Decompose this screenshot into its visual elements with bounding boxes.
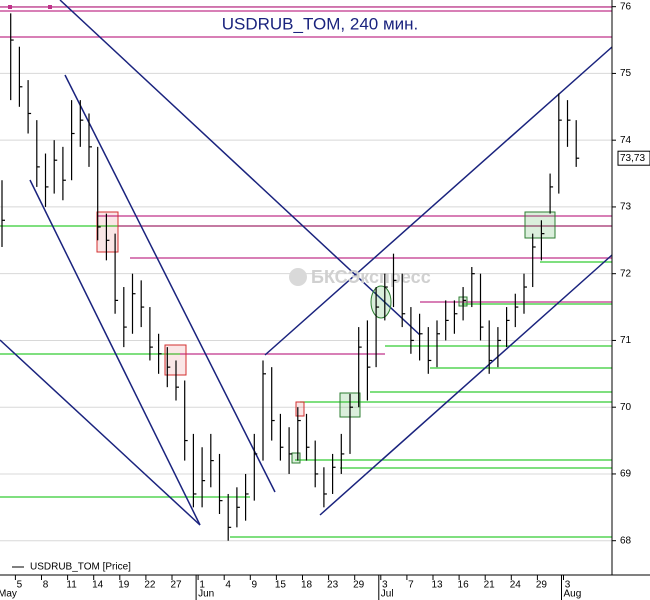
x-tick-label: 19	[118, 580, 130, 591]
x-tick-label: 27	[170, 580, 182, 591]
last-price-box	[617, 150, 650, 166]
y-tick-label: 71	[620, 335, 632, 346]
y-tick-label: 75	[620, 68, 632, 79]
x-tick-label: 3	[565, 580, 571, 591]
x-tick-label: 8	[43, 580, 49, 591]
x-tick-label: 11	[66, 580, 77, 591]
y-tick-label: 68	[620, 535, 632, 546]
x-tick-label: 15	[275, 580, 287, 591]
x-tick-label: 5	[17, 580, 23, 591]
y-tick-label: 72	[620, 268, 632, 279]
x-tick-label: 24	[510, 580, 522, 591]
y-tick-label: 73	[620, 202, 632, 213]
x-tick-label: 29	[536, 580, 548, 591]
y-tick-label: 76	[620, 1, 632, 12]
last-price-label: 73,73	[620, 153, 645, 164]
x-tick-label: 9	[252, 580, 258, 591]
chart-title: USDRUB_TOM, 240 мин.	[222, 14, 419, 33]
watermark-logo	[289, 268, 307, 286]
x-tick-label: 13	[431, 580, 443, 591]
x-tick-label: 18	[301, 580, 313, 591]
x-tick-label: 3	[382, 580, 388, 591]
x-tick-label: 4	[225, 580, 231, 591]
month-label: Aug	[564, 589, 582, 600]
legend-label: USDRUB_TOM [Price]	[30, 562, 131, 573]
month-label: May	[0, 589, 17, 600]
month-label: Jul	[381, 589, 394, 600]
y-tick-label: 69	[620, 469, 632, 480]
annotations	[0, 0, 613, 538]
x-tick-label: 21	[484, 580, 496, 591]
watermark: БКСЭкспресс	[311, 267, 431, 287]
x-tick-label: 14	[92, 580, 104, 591]
x-tick-label: 7	[408, 580, 414, 591]
x-tick-label: 22	[144, 580, 156, 591]
month-label: Jun	[198, 589, 214, 600]
y-tick-label: 70	[620, 402, 632, 413]
price-series	[1, 13, 580, 541]
x-tick-label: 23	[327, 580, 339, 591]
x-tick-label: 1	[199, 580, 205, 591]
x-tick-label: 29	[353, 580, 365, 591]
x-tick-label: 16	[458, 580, 470, 591]
y-tick-label: 74	[620, 135, 632, 146]
